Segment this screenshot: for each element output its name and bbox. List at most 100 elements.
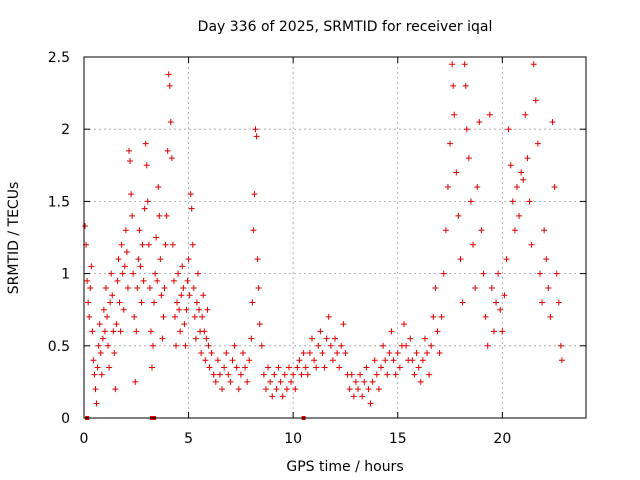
- data-point: [91, 371, 98, 378]
- data-point: [507, 162, 514, 169]
- data-point: [532, 97, 539, 104]
- data-point: [371, 357, 378, 364]
- data-point: [476, 118, 483, 125]
- data-point: [265, 364, 272, 371]
- data-point: [524, 155, 531, 162]
- data-point: [518, 169, 525, 176]
- data-point: [300, 350, 307, 357]
- data-point: [212, 378, 219, 385]
- data-point: [94, 364, 101, 371]
- data-point: [352, 378, 359, 385]
- data-point: [225, 371, 232, 378]
- data-point: [325, 313, 332, 320]
- data-point: [168, 155, 175, 162]
- data-point: [482, 313, 489, 320]
- data-point: [513, 183, 520, 190]
- data-point: [465, 155, 472, 162]
- data-point: [192, 335, 199, 342]
- data-point: [499, 328, 506, 335]
- data-point: [114, 277, 121, 284]
- data-point: [267, 378, 274, 385]
- data-point: [288, 378, 295, 385]
- data-point: [214, 357, 221, 364]
- data-point: [188, 205, 195, 212]
- data-point: [246, 357, 253, 364]
- data-point: [173, 342, 180, 349]
- data-point: [203, 335, 210, 342]
- data-point: [134, 285, 141, 292]
- data-point: [146, 285, 153, 292]
- data-point: [256, 321, 263, 328]
- data-point: [104, 313, 111, 320]
- data-point: [177, 328, 184, 335]
- data-point: [223, 350, 230, 357]
- data-point: [249, 299, 256, 306]
- data-point: [253, 133, 260, 140]
- data-point: [530, 61, 537, 68]
- data-point: [505, 126, 512, 133]
- data-point: [392, 371, 399, 378]
- data-point: [321, 364, 328, 371]
- data-point: [200, 292, 207, 299]
- data-point: [401, 321, 408, 328]
- data-point: [163, 212, 170, 219]
- data-point: [138, 299, 145, 306]
- data-point: [536, 270, 543, 277]
- data-point: [413, 350, 420, 357]
- data-point: [82, 222, 89, 229]
- data-point: [509, 198, 516, 205]
- data-point: [462, 82, 469, 89]
- data-point: [543, 256, 550, 263]
- data-point: [436, 350, 443, 357]
- data-point: [411, 371, 418, 378]
- data-point: [447, 140, 454, 147]
- data-point: [547, 313, 554, 320]
- data-point: [182, 342, 189, 349]
- data-point: [338, 342, 345, 349]
- data-point: [239, 350, 246, 357]
- data-point: [520, 176, 527, 183]
- data-point: [365, 386, 372, 393]
- data-point: [553, 270, 560, 277]
- data-point: [198, 350, 205, 357]
- data-point: [133, 328, 140, 335]
- data-point: [285, 364, 292, 371]
- data-point: [112, 386, 119, 393]
- data-point: [95, 342, 102, 349]
- data-point: [350, 393, 357, 400]
- data-point: [463, 126, 470, 133]
- data-point: [143, 162, 150, 169]
- data-point: [294, 364, 301, 371]
- data-point: [93, 400, 100, 407]
- data-point: [235, 386, 242, 393]
- data-point: [137, 263, 144, 270]
- y-tick-label: 2.5: [48, 50, 70, 66]
- data-point: [227, 378, 234, 385]
- data-point: [332, 335, 338, 342]
- data-point: [97, 350, 104, 357]
- data-point: [237, 371, 244, 378]
- data-point: [292, 386, 299, 393]
- plot-frame: [83, 56, 587, 419]
- data-point: [409, 357, 416, 364]
- data-point: [89, 328, 96, 335]
- y-tick-label: 2: [61, 122, 70, 138]
- data-point: [142, 140, 149, 147]
- data-point: [315, 342, 322, 349]
- data-point: [120, 306, 127, 313]
- data-point: [130, 270, 137, 277]
- data-point: [262, 386, 269, 393]
- y-tick-label: 0: [61, 411, 70, 427]
- data-point: [440, 270, 447, 277]
- data-point: [526, 198, 533, 205]
- data-point: [117, 328, 124, 335]
- data-point: [528, 241, 535, 248]
- data-point: [348, 371, 355, 378]
- data-point: [92, 386, 99, 393]
- data-point: [503, 256, 510, 263]
- data-point: [363, 364, 370, 371]
- data-point: [233, 364, 240, 371]
- data-point: [202, 357, 209, 364]
- data-point: [403, 342, 410, 349]
- data-point: [467, 198, 474, 205]
